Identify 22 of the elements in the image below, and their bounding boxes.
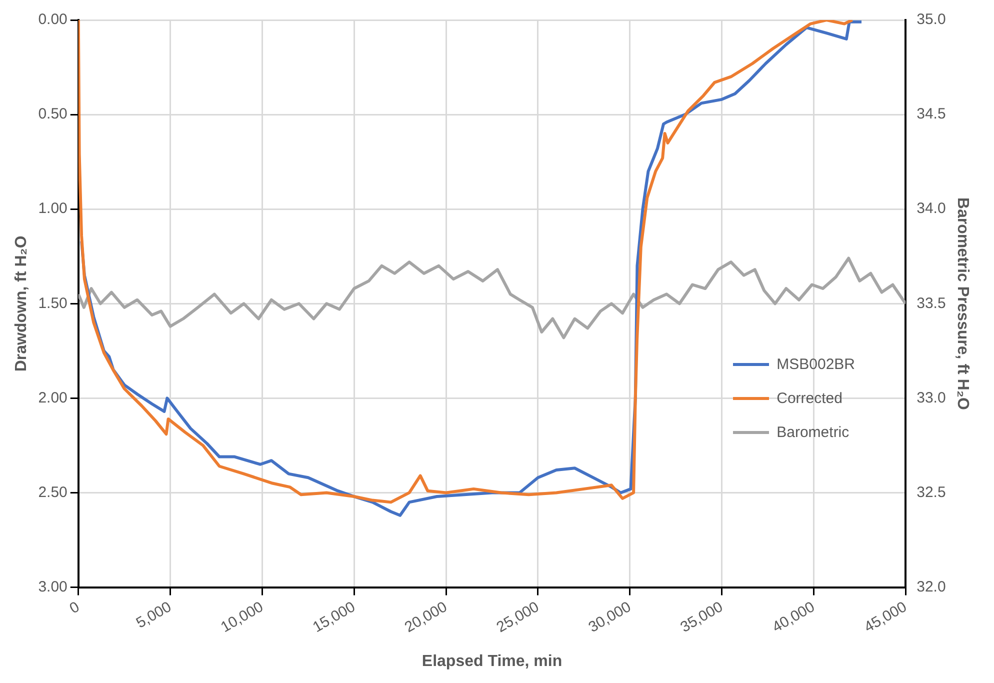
x-axis-title: Elapsed Time, min bbox=[422, 652, 562, 670]
x-tick-label: 0 bbox=[66, 598, 82, 618]
y2-tick-label: 32.5 bbox=[916, 484, 946, 501]
y-tick-label: 2.50 bbox=[38, 484, 68, 501]
legend-label: Corrected bbox=[776, 390, 842, 406]
y2-tick-label: 33.5 bbox=[916, 294, 946, 312]
y2-tick-label: 33.0 bbox=[916, 389, 946, 406]
y-tick-label: 0.00 bbox=[38, 11, 68, 28]
y2-axis-title: Barometric Pressure, ft H₂O bbox=[954, 197, 971, 410]
legend-label: Barometric bbox=[776, 424, 850, 440]
y2-tick-label: 35.0 bbox=[916, 11, 946, 28]
y-tick-label: 1.00 bbox=[38, 200, 68, 218]
y2-tick-label: 34.5 bbox=[916, 106, 946, 123]
legend-label: MSB002BR bbox=[776, 356, 855, 372]
y-tick-label: 0.50 bbox=[38, 106, 68, 123]
y-axis-title: Drawdown, ft H₂O bbox=[13, 236, 30, 372]
y-tick-label: 3.00 bbox=[38, 578, 68, 596]
y2-tick-label: 34.0 bbox=[916, 200, 946, 218]
y-tick-label: 2.00 bbox=[38, 389, 68, 406]
x-tick-label: 5,000 bbox=[133, 598, 174, 632]
y-tick-label: 1.50 bbox=[38, 294, 68, 312]
y2-tick-label: 32.0 bbox=[916, 578, 946, 596]
